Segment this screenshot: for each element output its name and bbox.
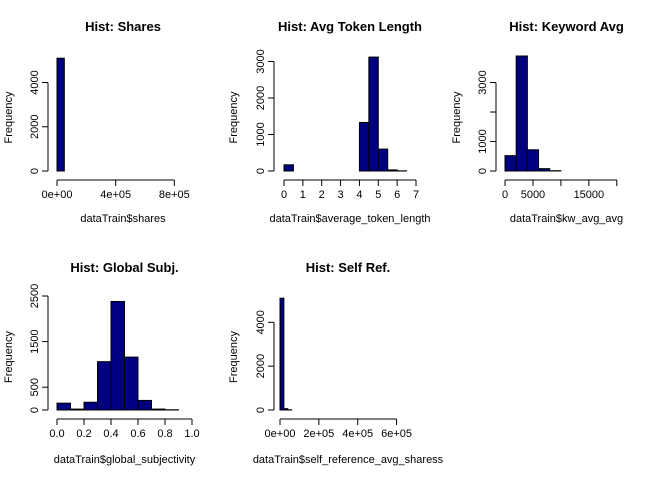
x-tick-label: 8e+05	[159, 189, 190, 201]
y-axis-label: Frequency	[3, 91, 15, 143]
histogram-panel-5: Hist: Self Ref. 0e+00 2e+05 4e+05 6e+05 0 2000…	[228, 260, 444, 466]
x-tick-label: 2	[319, 189, 325, 201]
x-tick-label: 0e+00	[42, 189, 73, 201]
chart-title: Hist: Shares	[85, 19, 161, 34]
histogram-bar	[70, 408, 85, 411]
y-tick-label: 2000	[29, 115, 41, 139]
y-tick-label: 1000	[255, 122, 267, 146]
y-tick-label: 3000	[477, 70, 489, 94]
histogram-bar	[283, 164, 294, 172]
y-tick-label: 1500	[29, 329, 41, 353]
x-axis-label: dataTrain$kw_avg_avg	[510, 213, 623, 225]
histogram-bar	[137, 399, 152, 411]
y-tick-label: 4000	[29, 70, 41, 94]
x-tick-label: 1	[300, 189, 306, 201]
histogram-bar	[283, 408, 289, 411]
y-tick-label: 500	[29, 378, 41, 396]
y-tick-label: 0	[477, 168, 489, 174]
x-tick-label: 0.6	[130, 428, 145, 440]
x-tick-label: 0e+00	[265, 428, 296, 440]
chart-title: Hist: Avg Token Length	[278, 19, 422, 34]
histogram-bar	[56, 57, 65, 172]
histogram-bar	[110, 300, 125, 411]
x-tick-label: 6	[394, 189, 400, 201]
y-axis-label: Frequency	[228, 91, 240, 143]
x-tick-label: 0.2	[76, 428, 91, 440]
histogram-bar	[151, 408, 166, 411]
histogram-panel-4: Hist: Global Subj. 0.0 0.2 0.4 0.6 0.8 1.0 0 500…	[3, 260, 200, 466]
histogram-bar	[97, 361, 112, 411]
x-tick-label: 0.8	[157, 428, 172, 440]
x-tick-label: 4e+05	[100, 189, 131, 201]
histogram-bar	[83, 401, 98, 411]
histogram-bar	[279, 297, 285, 411]
x-tick-label: 3	[338, 189, 344, 201]
histogram-bar	[526, 149, 540, 172]
x-tick-label: 6e+05	[381, 428, 412, 440]
x-tick-label: 2e+05	[303, 428, 334, 440]
y-tick-label: 0	[255, 407, 267, 413]
histogram-panel-2: Hist: Avg Token Length 0 1 2 3 4 5 6 7 0 1000 2000 3…	[228, 19, 431, 225]
x-axis-label: dataTrain$global_subjectivity	[54, 454, 196, 466]
y-tick-label: 4000	[255, 310, 267, 334]
histogram-bar	[358, 121, 370, 172]
y-tick-label: 0	[255, 168, 267, 174]
histogram-panel-1: Hist: Shares 0e+00 4e+05 8e+05 0 2000 4000 data…	[3, 19, 190, 225]
histogram-bar	[124, 356, 139, 411]
y-axis-label: Frequency	[3, 331, 15, 383]
chart-title: Hist: Global Subj.	[70, 260, 178, 275]
x-tick-label: 1.0	[184, 428, 199, 440]
y-axis-label: Frequency	[228, 331, 240, 383]
histogram-bar	[387, 169, 398, 172]
histogram-bar	[56, 402, 71, 411]
chart-title: Hist: Keyword Avg	[509, 19, 624, 34]
x-axis-label: dataTrain$shares	[80, 213, 166, 225]
chart-title: Hist: Self Ref.	[306, 260, 391, 275]
histogram-bar	[368, 56, 379, 172]
x-tick-label: 4	[356, 189, 362, 201]
x-tick-label: 0	[502, 189, 508, 201]
x-tick-label: 0.4	[103, 428, 118, 440]
x-tick-label: 7	[413, 189, 419, 201]
x-axis-label: dataTrain$average_token_length	[269, 213, 430, 225]
x-tick-label: 15000	[574, 189, 605, 201]
histogram-bar	[538, 168, 551, 172]
y-tick-label: 2500	[29, 284, 41, 308]
x-tick-label: 0	[281, 189, 287, 201]
y-tick-label: 0	[29, 168, 41, 174]
y-tick-label: 2000	[255, 354, 267, 378]
x-tick-label: 5000	[521, 189, 545, 201]
x-tick-label: 5	[375, 189, 381, 201]
histogram-bar	[504, 155, 517, 172]
y-tick-label: 1000	[477, 129, 489, 153]
x-axis-label: dataTrain$self_reference_avg_sharess	[253, 454, 444, 466]
histogram-panel-3: Hist: Keyword Avg 0 5000 15000 0 1000 3000 data…	[451, 19, 624, 225]
x-tick-label: 0.0	[49, 428, 64, 440]
y-tick-label: 0	[29, 407, 41, 413]
histogram-bar	[377, 148, 389, 172]
y-tick-label: 2000	[255, 86, 267, 110]
histogram-bar	[515, 55, 528, 172]
y-axis-label: Frequency	[451, 91, 463, 143]
y-tick-label: 3000	[255, 49, 267, 73]
x-tick-label: 4e+05	[342, 428, 373, 440]
